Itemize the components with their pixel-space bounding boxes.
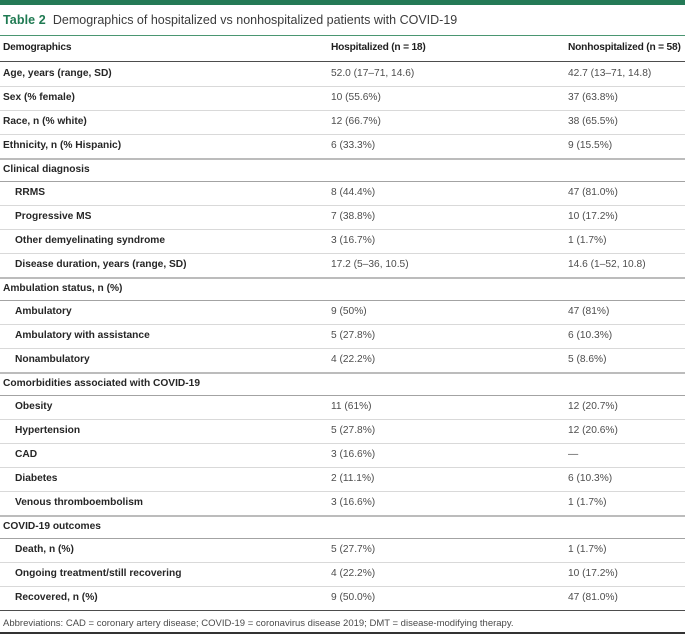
table-body: Age, years (range, SD) 52.0 (17–71, 14.6)… xyxy=(0,62,685,610)
row-value-hospitalized: 5 (27.7%) xyxy=(331,544,376,556)
row-value-hospitalized: 9 (50.0%) xyxy=(331,592,376,604)
row-label: Death, n (%) xyxy=(15,544,74,556)
footnote: Abbreviations: CAD = coronary artery dis… xyxy=(0,610,685,629)
table-label: Table 2 xyxy=(3,13,46,27)
row-value-nonhospitalized: 6 (10.3%) xyxy=(568,330,613,342)
table-row: Diabetes 2 (11.1%) 6 (10.3%) xyxy=(0,467,685,491)
table-caption: Table 2 Demographics of hospitalized vs … xyxy=(0,5,685,35)
section-label: COVID-19 outcomes xyxy=(3,521,101,533)
table-row: Ambulatory 9 (50%) 47 (81%) xyxy=(0,300,685,324)
row-value-nonhospitalized: 14.6 (1–52, 10.8) xyxy=(568,259,646,271)
row-label: Diabetes xyxy=(15,473,58,485)
top-accent-bar xyxy=(0,0,685,5)
table-row: RRMS 8 (44.4%) 47 (81.0%) xyxy=(0,181,685,205)
row-label: Progressive MS xyxy=(15,211,92,223)
row-value-nonhospitalized: 10 (17.2%) xyxy=(568,568,618,580)
row-value-hospitalized: 4 (22.2%) xyxy=(331,354,376,366)
table-row: Ongoing treatment/still recovering 4 (22.… xyxy=(0,562,685,586)
section-header-row: Comorbidities associated with COVID-19 xyxy=(0,372,685,395)
row-value-nonhospitalized: 10 (17.2%) xyxy=(568,211,618,223)
row-label: Hypertension xyxy=(15,425,81,437)
row-value-hospitalized: 3 (16.6%) xyxy=(331,449,376,461)
row-value-nonhospitalized: 37 (63.8%) xyxy=(568,92,618,104)
column-header-hospitalized: Hospitalized (n = 18) xyxy=(331,42,426,54)
row-value-nonhospitalized: 42.7 (13–71, 14.8) xyxy=(568,67,652,79)
row-label: Ongoing treatment/still recovering xyxy=(15,568,182,580)
row-label: RRMS xyxy=(15,187,45,199)
row-value-nonhospitalized: 12 (20.6%) xyxy=(568,425,618,437)
row-label: Sex (% female) xyxy=(3,92,75,104)
row-label: Nonambulatory xyxy=(15,354,90,366)
table-row: Age, years (range, SD) 52.0 (17–71, 14.6)… xyxy=(0,62,685,86)
row-label: Recovered, n (%) xyxy=(15,592,98,604)
section-label: Ambulation status, n (%) xyxy=(3,283,123,295)
row-label: CAD xyxy=(15,449,38,461)
row-label: Venous thromboembolism xyxy=(15,497,143,509)
table-row: Hypertension 5 (27.8%) 12 (20.6%) xyxy=(0,419,685,443)
section-header-row: Clinical diagnosis xyxy=(0,158,685,181)
row-label: Disease duration, years (range, SD) xyxy=(15,259,187,271)
column-header-row: Demographics Hospitalized (n = 18) Nonho… xyxy=(0,36,685,62)
section-header-row: Ambulation status, n (%) xyxy=(0,277,685,300)
row-value-hospitalized: 7 (38.8%) xyxy=(331,211,376,223)
row-value-hospitalized: 3 (16.7%) xyxy=(331,235,376,247)
table-row: Other demyelinating syndrome 3 (16.7%) 1 (… xyxy=(0,229,685,253)
row-value-nonhospitalized: 1 (1.7%) xyxy=(568,544,607,556)
table-row: Death, n (%) 5 (27.7%) 1 (1.7%) xyxy=(0,538,685,562)
row-label: Ethnicity, n (% Hispanic) xyxy=(3,140,122,152)
row-value-hospitalized: 8 (44.4%) xyxy=(331,187,376,199)
row-value-hospitalized: 11 (61%) xyxy=(331,401,372,413)
table-row: CAD 3 (16.6%) — xyxy=(0,443,685,467)
row-label: Age, years (range, SD) xyxy=(3,67,112,79)
row-value-nonhospitalized: 12 (20.7%) xyxy=(568,401,618,413)
table-row: Sex (% female) 10 (55.6%) 37 (63.8%) xyxy=(0,86,685,110)
table-row: Progressive MS 7 (38.8%) 10 (17.2%) xyxy=(0,205,685,229)
row-value-hospitalized: 6 (33.3%) xyxy=(331,140,376,152)
column-header-demographics: Demographics xyxy=(3,42,72,54)
caption-divider xyxy=(0,35,685,36)
row-value-nonhospitalized: 38 (65.5%) xyxy=(568,116,618,128)
row-value-hospitalized: 9 (50%) xyxy=(331,306,367,318)
row-value-nonhospitalized: 47 (81%) xyxy=(568,306,610,318)
row-value-nonhospitalized: 1 (1.7%) xyxy=(568,497,607,509)
bottom-rule xyxy=(0,632,685,634)
section-label: Clinical diagnosis xyxy=(3,164,90,176)
row-value-hospitalized: 17.2 (5–36, 10.5) xyxy=(331,259,409,271)
row-value-hospitalized: 4 (22.2%) xyxy=(331,568,376,580)
section-label: Comorbidities associated with COVID-19 xyxy=(3,378,200,390)
table-title: Demographics of hospitalized vs nonhospi… xyxy=(52,13,458,27)
row-value-hospitalized: 3 (16.6%) xyxy=(331,497,376,509)
column-header-nonhospitalized: Nonhospitalized (n = 58) xyxy=(568,42,681,54)
row-value-nonhospitalized: 1 (1.7%) xyxy=(568,235,607,247)
row-value-hospitalized: 5 (27.8%) xyxy=(331,330,376,342)
table-row: Disease duration, years (range, SD) 17.2 … xyxy=(0,253,685,277)
row-label: Obesity xyxy=(15,401,53,413)
section-header-row: COVID-19 outcomes xyxy=(0,515,685,538)
row-label: Other demyelinating syndrome xyxy=(15,235,166,247)
row-value-hospitalized: 10 (55.6%) xyxy=(331,92,381,104)
row-value-hospitalized: 2 (11.1%) xyxy=(331,473,375,485)
table-row: Venous thromboembolism 3 (16.6%) 1 (1.7%) xyxy=(0,491,685,515)
row-value-nonhospitalized: 6 (10.3%) xyxy=(568,473,613,485)
table-row: Obesity 11 (61%) 12 (20.7%) xyxy=(0,395,685,419)
row-label: Ambulatory with assistance xyxy=(15,330,150,342)
row-value-hospitalized: 52.0 (17–71, 14.6) xyxy=(331,67,415,79)
row-value-hospitalized: 12 (66.7%) xyxy=(331,116,381,128)
row-value-nonhospitalized: 47 (81.0%) xyxy=(568,187,618,199)
row-label: Ambulatory xyxy=(15,306,72,318)
row-value-nonhospitalized: 5 (8.6%) xyxy=(568,354,607,366)
row-value-nonhospitalized: 47 (81.0%) xyxy=(568,592,618,604)
table-row: Race, n (% white) 12 (66.7%) 38 (65.5%) xyxy=(0,110,685,134)
table-row: Ethnicity, n (% Hispanic) 6 (33.3%) 9 (15.… xyxy=(0,134,685,158)
table-row: Recovered, n (%) 9 (50.0%) 47 (81.0%) xyxy=(0,586,685,610)
row-value-hospitalized: 5 (27.8%) xyxy=(331,425,376,437)
row-value-nonhospitalized: — xyxy=(568,449,579,461)
row-value-nonhospitalized: 9 (15.5%) xyxy=(568,140,613,152)
table-row: Nonambulatory 4 (22.2%) 5 (8.6%) xyxy=(0,348,685,372)
row-label: Race, n (% white) xyxy=(3,116,87,128)
table-row: Ambulatory with assistance 5 (27.8%) 6 (10… xyxy=(0,324,685,348)
